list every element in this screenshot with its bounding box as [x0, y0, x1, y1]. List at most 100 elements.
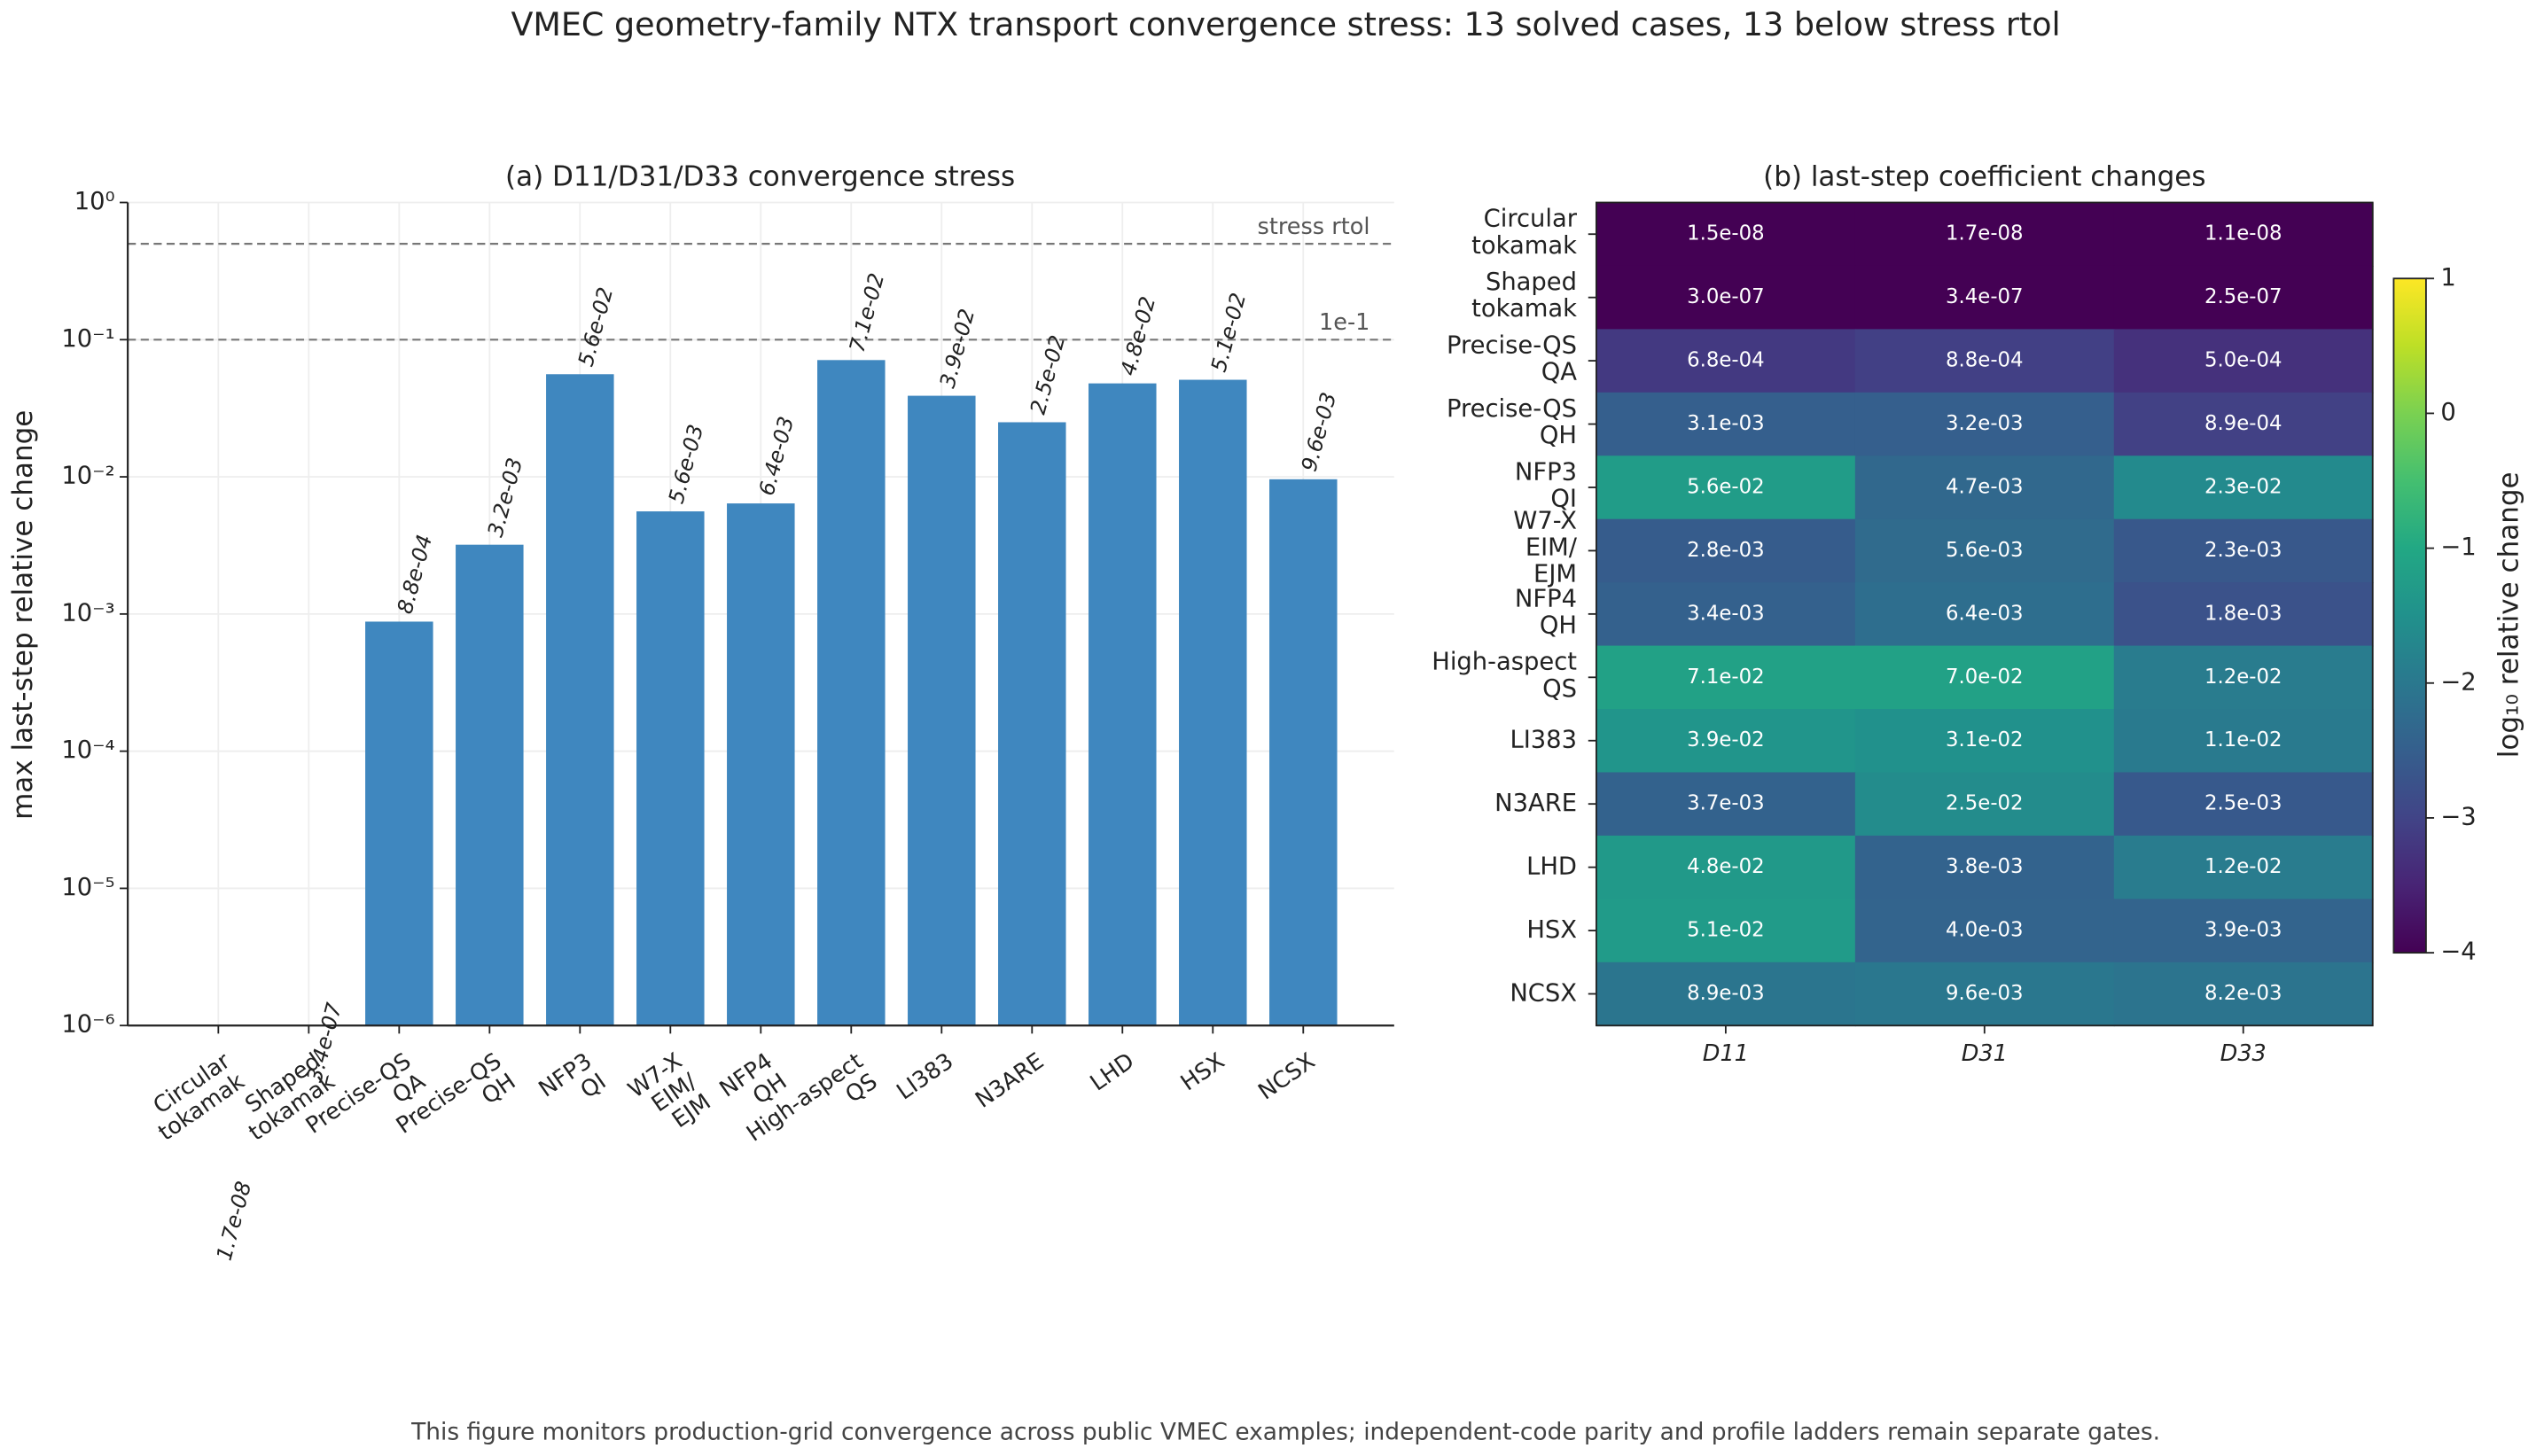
row-label: HSX [1526, 916, 1577, 944]
plots: 10⁻⁶ 10⁻⁵ 10⁻⁴ 10⁻³ 10⁻² 10⁻¹ 10⁰ stress rtol 1e… [61, 188, 2476, 1263]
row-label: NCSX [1510, 979, 1577, 1007]
cell-label: 3.9e-02 [1687, 728, 1765, 751]
x-tick-label: NCSX [1253, 1047, 1320, 1105]
heatmap-title: (b) last-step coefficient changes [1763, 161, 2205, 193]
y-tick-label: 10⁻⁴ [61, 736, 114, 764]
cell-label: 1.8e-03 [2204, 602, 2282, 625]
x-tick-label: Circulartokamak [139, 1047, 250, 1147]
cell-label: 3.4e-03 [1687, 602, 1765, 625]
heatmap-cell [2113, 455, 2374, 520]
heatmap-cell [1596, 455, 1856, 520]
cell-label: 1.7e-08 [1946, 222, 2024, 245]
bar [908, 395, 976, 1026]
cell-label: 1.1e-08 [2204, 222, 2282, 245]
cell-label: 7.0e-02 [1946, 666, 2024, 689]
heatmap-cell [2113, 772, 2374, 837]
x-tick-label: N3ARE [971, 1047, 1049, 1113]
heatmap-frame [1595, 201, 2374, 1027]
cell-label: 8.9e-03 [1687, 982, 1765, 1005]
bars [217, 202, 1338, 1026]
heatmap-cell [1854, 835, 2115, 900]
figure-title: VMEC geometry-family NTX transport conve… [511, 5, 2060, 43]
cell-label: 4.8e-02 [1687, 855, 1765, 878]
heatmap-cell [2113, 645, 2374, 710]
heatmap-cell [1854, 899, 2115, 963]
row-label: LHD [1526, 853, 1577, 880]
row-label: W7-X EIM/EJM [1513, 507, 1577, 588]
colorbar [2392, 277, 2427, 954]
row-label: LI383 [1510, 726, 1577, 753]
heatmap-cell [1854, 582, 2115, 647]
col-label: D33 [2220, 1040, 2267, 1067]
heatmap-cell [2113, 392, 2374, 457]
reference-label: stress rtol [1258, 214, 1370, 240]
cell-label: 5.1e-02 [1687, 919, 1765, 942]
cell-label: 1.5e-08 [1687, 222, 1765, 245]
row-label: Shaped tokamak [1471, 269, 1577, 323]
bar [998, 422, 1066, 1026]
bar [636, 511, 705, 1026]
cell-label: 3.1e-03 [1687, 412, 1765, 435]
y-tick-label: 10⁻² [61, 463, 114, 490]
heatmap-cell [1596, 518, 1856, 584]
heatmap-cell [1596, 202, 1856, 267]
cell-label: 3.1e-02 [1946, 728, 2024, 751]
bar-chart-title: (a) D11/D31/D33 convergence stress [505, 161, 1015, 193]
cell-label: 3.4e-07 [1946, 285, 2024, 308]
cell-label: 3.0e-07 [1687, 285, 1765, 308]
cell-label: 2.5e-07 [2204, 285, 2282, 308]
heatmap-cell [1596, 709, 1856, 774]
x-tick-label: NFP3QI [534, 1047, 611, 1123]
x-tick-label: LHD [1086, 1047, 1140, 1096]
cell-label: 2.8e-03 [1687, 539, 1765, 562]
cell-label: 2.5e-03 [2204, 792, 2282, 815]
cell-label: 3.8e-03 [1946, 855, 2024, 878]
row-label: NFP3 QI [1515, 458, 1577, 512]
heatmap-cell [1596, 392, 1856, 457]
heatmap-cell [1596, 899, 1856, 963]
heatmap-cell [1854, 709, 2115, 774]
y-tick-label: 10⁻³ [61, 599, 114, 627]
row-label: Circular tokamak [1471, 205, 1578, 259]
y-tick-label: 10⁻¹ [61, 325, 114, 353]
heatmap-cell [1854, 392, 2115, 457]
heatmap-cell [2113, 899, 2374, 963]
y-tick-label: 10⁻⁵ [61, 874, 114, 901]
col-label: D11 [1703, 1040, 1749, 1067]
cell-label: 6.8e-04 [1687, 349, 1765, 372]
cell-label: 2.3e-02 [2204, 475, 2282, 498]
colorbar-tick-label: 1 [2440, 264, 2455, 292]
heatmap-cell [1854, 202, 2115, 267]
heatmap-cell [1596, 265, 1856, 331]
heatmap-cell [1854, 772, 2115, 837]
reference-label: 1e-1 [1319, 309, 1369, 336]
value-label: 1.7e-08 [212, 1179, 257, 1263]
colorbar-label: log₁₀ relative change [2493, 471, 2524, 758]
bar [727, 503, 795, 1026]
heatmap-cell [1596, 329, 1856, 393]
heatmap-cell [1596, 962, 1856, 1027]
cell-label: 5.6e-02 [1687, 475, 1765, 498]
cell-label: 8.9e-04 [2204, 412, 2282, 435]
cell-label: 5.0e-04 [2204, 349, 2282, 372]
x-tick-label: HSX [1176, 1047, 1230, 1096]
cell-label: 1.1e-02 [2204, 728, 2282, 751]
row-label: Precise-QS QH [1447, 394, 1577, 448]
heatmap-cell [2113, 202, 2374, 267]
cell-label: 4.7e-03 [1946, 475, 2024, 498]
x-tick-label: LI383 [892, 1047, 958, 1105]
bar [1089, 383, 1157, 1026]
cell-label: 5.6e-03 [1946, 539, 2024, 562]
cell-label: 2.3e-03 [2204, 539, 2282, 562]
colorbar-tick-label: 0 [2440, 399, 2455, 426]
row-label: N3ARE [1494, 790, 1577, 817]
y-tick-label: 10⁻⁶ [61, 1011, 114, 1039]
heatmap-cell [1854, 455, 2115, 520]
cell-label: 6.4e-03 [1946, 602, 2024, 625]
row-label: NFP4 QH [1515, 585, 1577, 639]
bar [817, 360, 886, 1026]
heatmap-cell [2113, 582, 2374, 647]
bar [365, 621, 433, 1026]
cell-label: 8.8e-04 [1946, 349, 2024, 372]
